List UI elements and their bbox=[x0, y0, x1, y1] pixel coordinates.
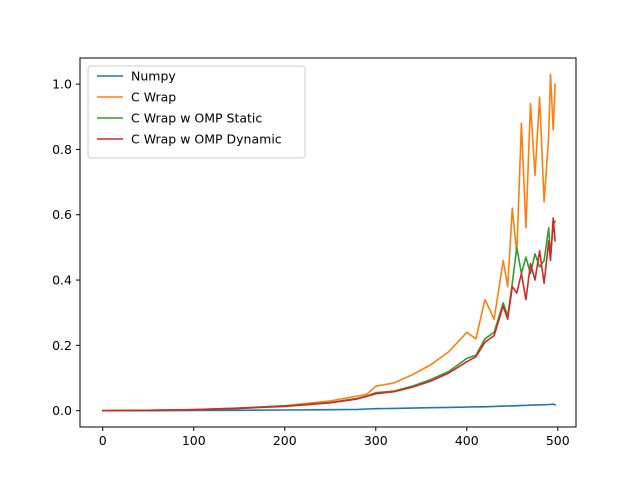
series-line-c-wrap-w-omp-dynamic bbox=[101, 217, 556, 412]
x-tick-label: 100 bbox=[182, 433, 206, 448]
legend-box bbox=[87, 65, 306, 159]
y-tick-label: 0.2 bbox=[52, 338, 72, 353]
legend-label: Numpy bbox=[131, 69, 176, 84]
x-tick-label: 200 bbox=[273, 433, 297, 448]
axes-layer: 0 100 200 300 400 500 0.0 0.2 0.4 0.6 0.8 1.0 bbox=[52, 57, 577, 448]
plot-area-frame bbox=[79, 57, 577, 428]
legend: Numpy C Wrap C Wrap w OMP Static C Wrap w O… bbox=[87, 65, 306, 159]
series-line-c-wrap bbox=[101, 73, 556, 412]
y-tick-label: 0.0 bbox=[52, 403, 72, 418]
y-tick-label: 0.8 bbox=[52, 142, 72, 157]
series-lines-layer bbox=[101, 73, 557, 412]
x-tick-label: 500 bbox=[546, 433, 570, 448]
y-tick-label: 1.0 bbox=[52, 77, 72, 92]
x-tick-label: 400 bbox=[455, 433, 479, 448]
legend-label: C Wrap w OMP Static bbox=[131, 111, 262, 126]
legend-label: C Wrap bbox=[131, 90, 176, 105]
legend-label: C Wrap w OMP Dynamic bbox=[131, 132, 282, 147]
y-tick-label: 0.4 bbox=[52, 273, 72, 288]
x-tick-label: 0 bbox=[99, 433, 107, 448]
y-tick-label: 0.6 bbox=[52, 207, 72, 222]
series-line-numpy bbox=[102, 403, 557, 412]
x-tick-label: 300 bbox=[364, 433, 388, 448]
